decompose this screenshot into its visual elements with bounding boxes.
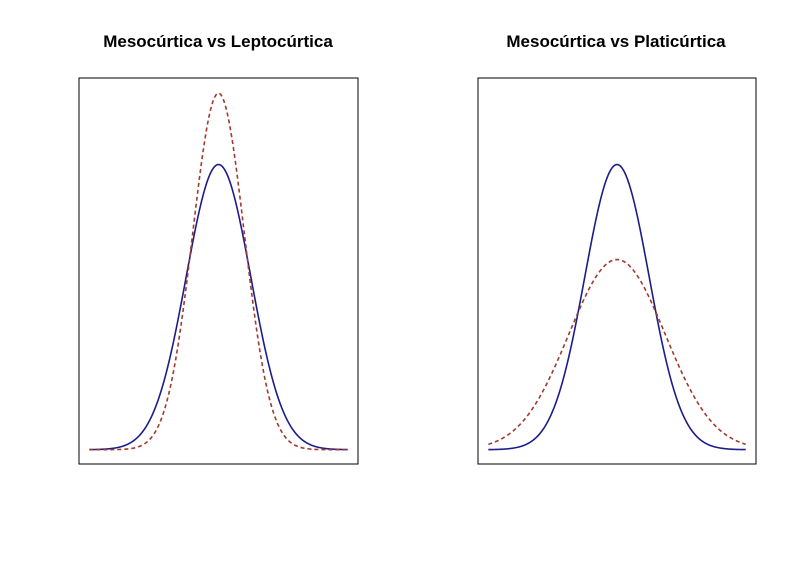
curve-mesocúrtica [89,163,348,451]
curves-right [488,163,746,451]
plot-frame-right [477,77,757,465]
panel-platykurtic: Mesocúrtica vs Platicúrtica [477,32,757,465]
panel-leptokurtic: Mesocúrtica vs Leptocúrtica [78,32,359,465]
plot-frame-left [78,77,359,465]
chart-title-right: Mesocúrtica vs Platicúrtica [506,32,726,51]
curve-mesocúrtica [488,163,746,451]
curves-left [89,92,348,451]
curve-platicúrtica [488,258,746,446]
chart-title-left: Mesocúrtica vs Leptocúrtica [103,32,333,51]
curve-leptocúrtica [89,92,348,451]
